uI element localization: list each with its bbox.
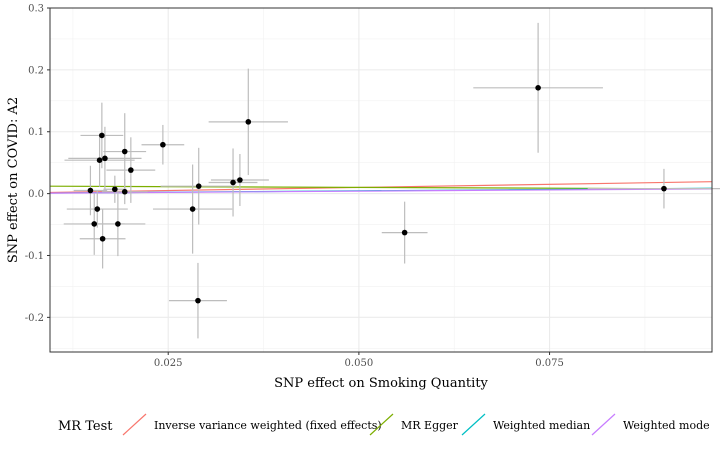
legend-label: Weighted mode: [623, 419, 710, 432]
fit-line: [49, 188, 713, 194]
legend-title: MR Test: [58, 419, 113, 434]
y-tick-label: 0.3: [28, 4, 44, 15]
legend-key: [461, 413, 486, 436]
x-tick-label: 0.050: [345, 358, 374, 369]
data-point: [245, 119, 252, 125]
y-tick-label: -0.1: [25, 251, 44, 262]
data-point: [535, 85, 541, 91]
y-axis-title: SNP effect on COVID: A2: [6, 97, 21, 263]
y-tick-label: 0.1: [28, 127, 44, 138]
data-point: [189, 206, 196, 212]
legend: MR Test Inverse variance weighted (fixed…: [58, 413, 710, 436]
plot-panel: [50, 8, 712, 352]
data-point: [121, 188, 128, 195]
legend-label: Weighted median: [493, 419, 590, 432]
data-point: [102, 155, 108, 162]
y-tick-label: 0.0: [28, 189, 44, 200]
legend-label: MR Egger: [401, 419, 459, 432]
data-point: [160, 141, 166, 148]
legend-key: [369, 413, 394, 436]
data-point: [661, 185, 667, 192]
data-point: [99, 235, 106, 242]
legend-key: [591, 413, 616, 436]
x-tick-label: 0.075: [535, 358, 564, 369]
y-axis-ticks: -0.2 -0.1 0.0 0.1 0.2 0.3: [25, 4, 50, 324]
data-point: [99, 132, 105, 139]
data-point: [121, 148, 128, 155]
data-point: [91, 221, 98, 227]
data-point: [112, 186, 118, 193]
data-point: [230, 179, 236, 186]
legend-key: [122, 413, 147, 436]
data-point: [237, 177, 243, 183]
data-point: [195, 297, 201, 304]
legend-label: Inverse variance weighted (fixed effects…: [154, 419, 382, 432]
data-point: [401, 229, 408, 236]
data-point: [96, 157, 103, 164]
x-axis-title: SNP effect on Smoking Quantity: [274, 376, 488, 391]
data-point: [115, 221, 121, 227]
x-axis-ticks: 0.025 0.050 0.075: [154, 352, 564, 369]
data-point: [195, 183, 202, 189]
data-point: [94, 206, 101, 212]
x-tick-label: 0.025: [154, 358, 183, 369]
y-tick-label: -0.2: [25, 313, 44, 324]
data-points: [87, 85, 667, 304]
data-point: [128, 167, 134, 173]
minor-gridlines: [50, 8, 712, 352]
data-point: [87, 187, 94, 194]
plot-border: [49, 7, 713, 353]
y-tick-label: 0.2: [28, 65, 44, 76]
